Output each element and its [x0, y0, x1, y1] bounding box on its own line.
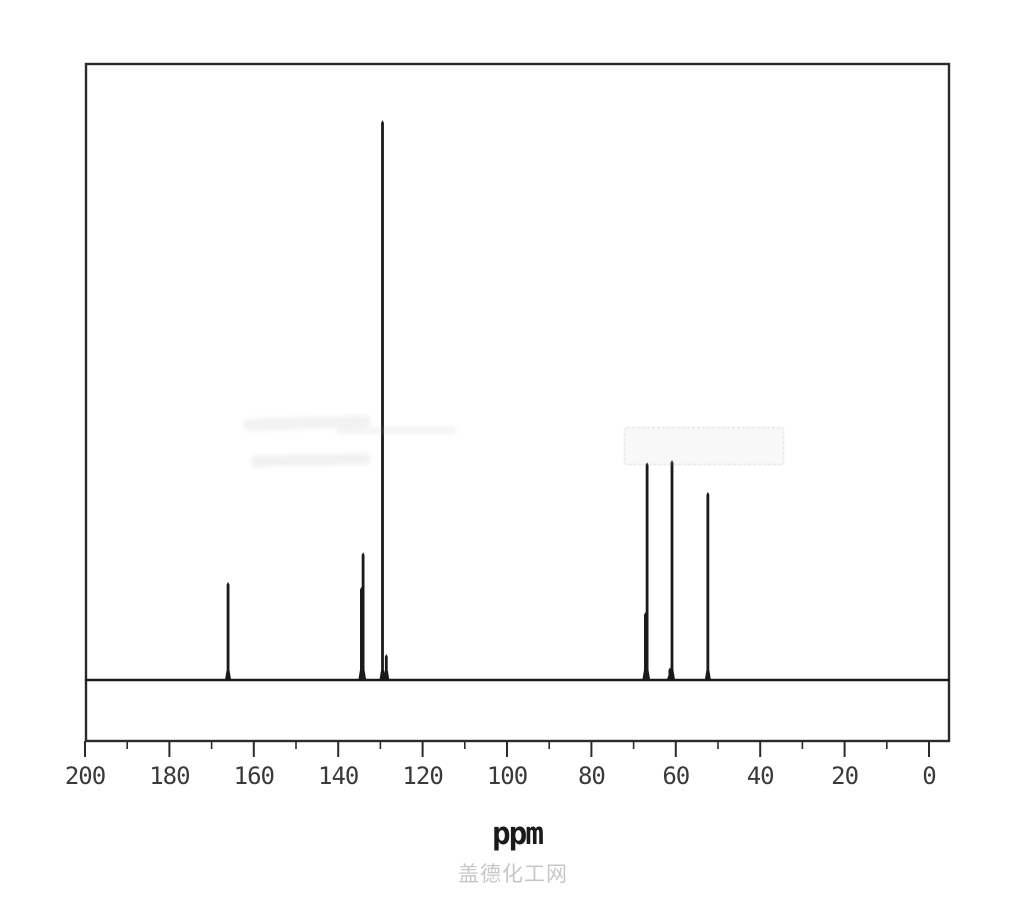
- x-tick-label: 180: [149, 762, 190, 790]
- nmr-peak: [704, 491, 711, 680]
- plot-frame: [84, 62, 951, 743]
- x-tick-label: 200: [64, 762, 106, 790]
- watermark-text: 盖德化工网: [458, 862, 568, 886]
- x-tick-label: 140: [318, 762, 359, 790]
- x-tick-label: 100: [486, 762, 528, 790]
- x-tick-label: 160: [233, 762, 275, 790]
- x-tick-label: 80: [577, 762, 606, 790]
- nmr-peak: [668, 459, 676, 680]
- x-axis-label: ppm: [492, 816, 544, 852]
- nmr-peak: [360, 552, 367, 680]
- nmr-peak: [224, 581, 232, 680]
- x-tick-label: 60: [662, 762, 690, 790]
- x-tick-label: 0: [922, 762, 936, 790]
- x-tick-label: 120: [402, 762, 443, 790]
- nmr-peak: [644, 462, 651, 680]
- x-tick-label: 40: [746, 762, 775, 790]
- nmr-peak: [379, 120, 386, 680]
- x-tick-label: 20: [831, 762, 859, 790]
- nmr-peak: [383, 653, 390, 680]
